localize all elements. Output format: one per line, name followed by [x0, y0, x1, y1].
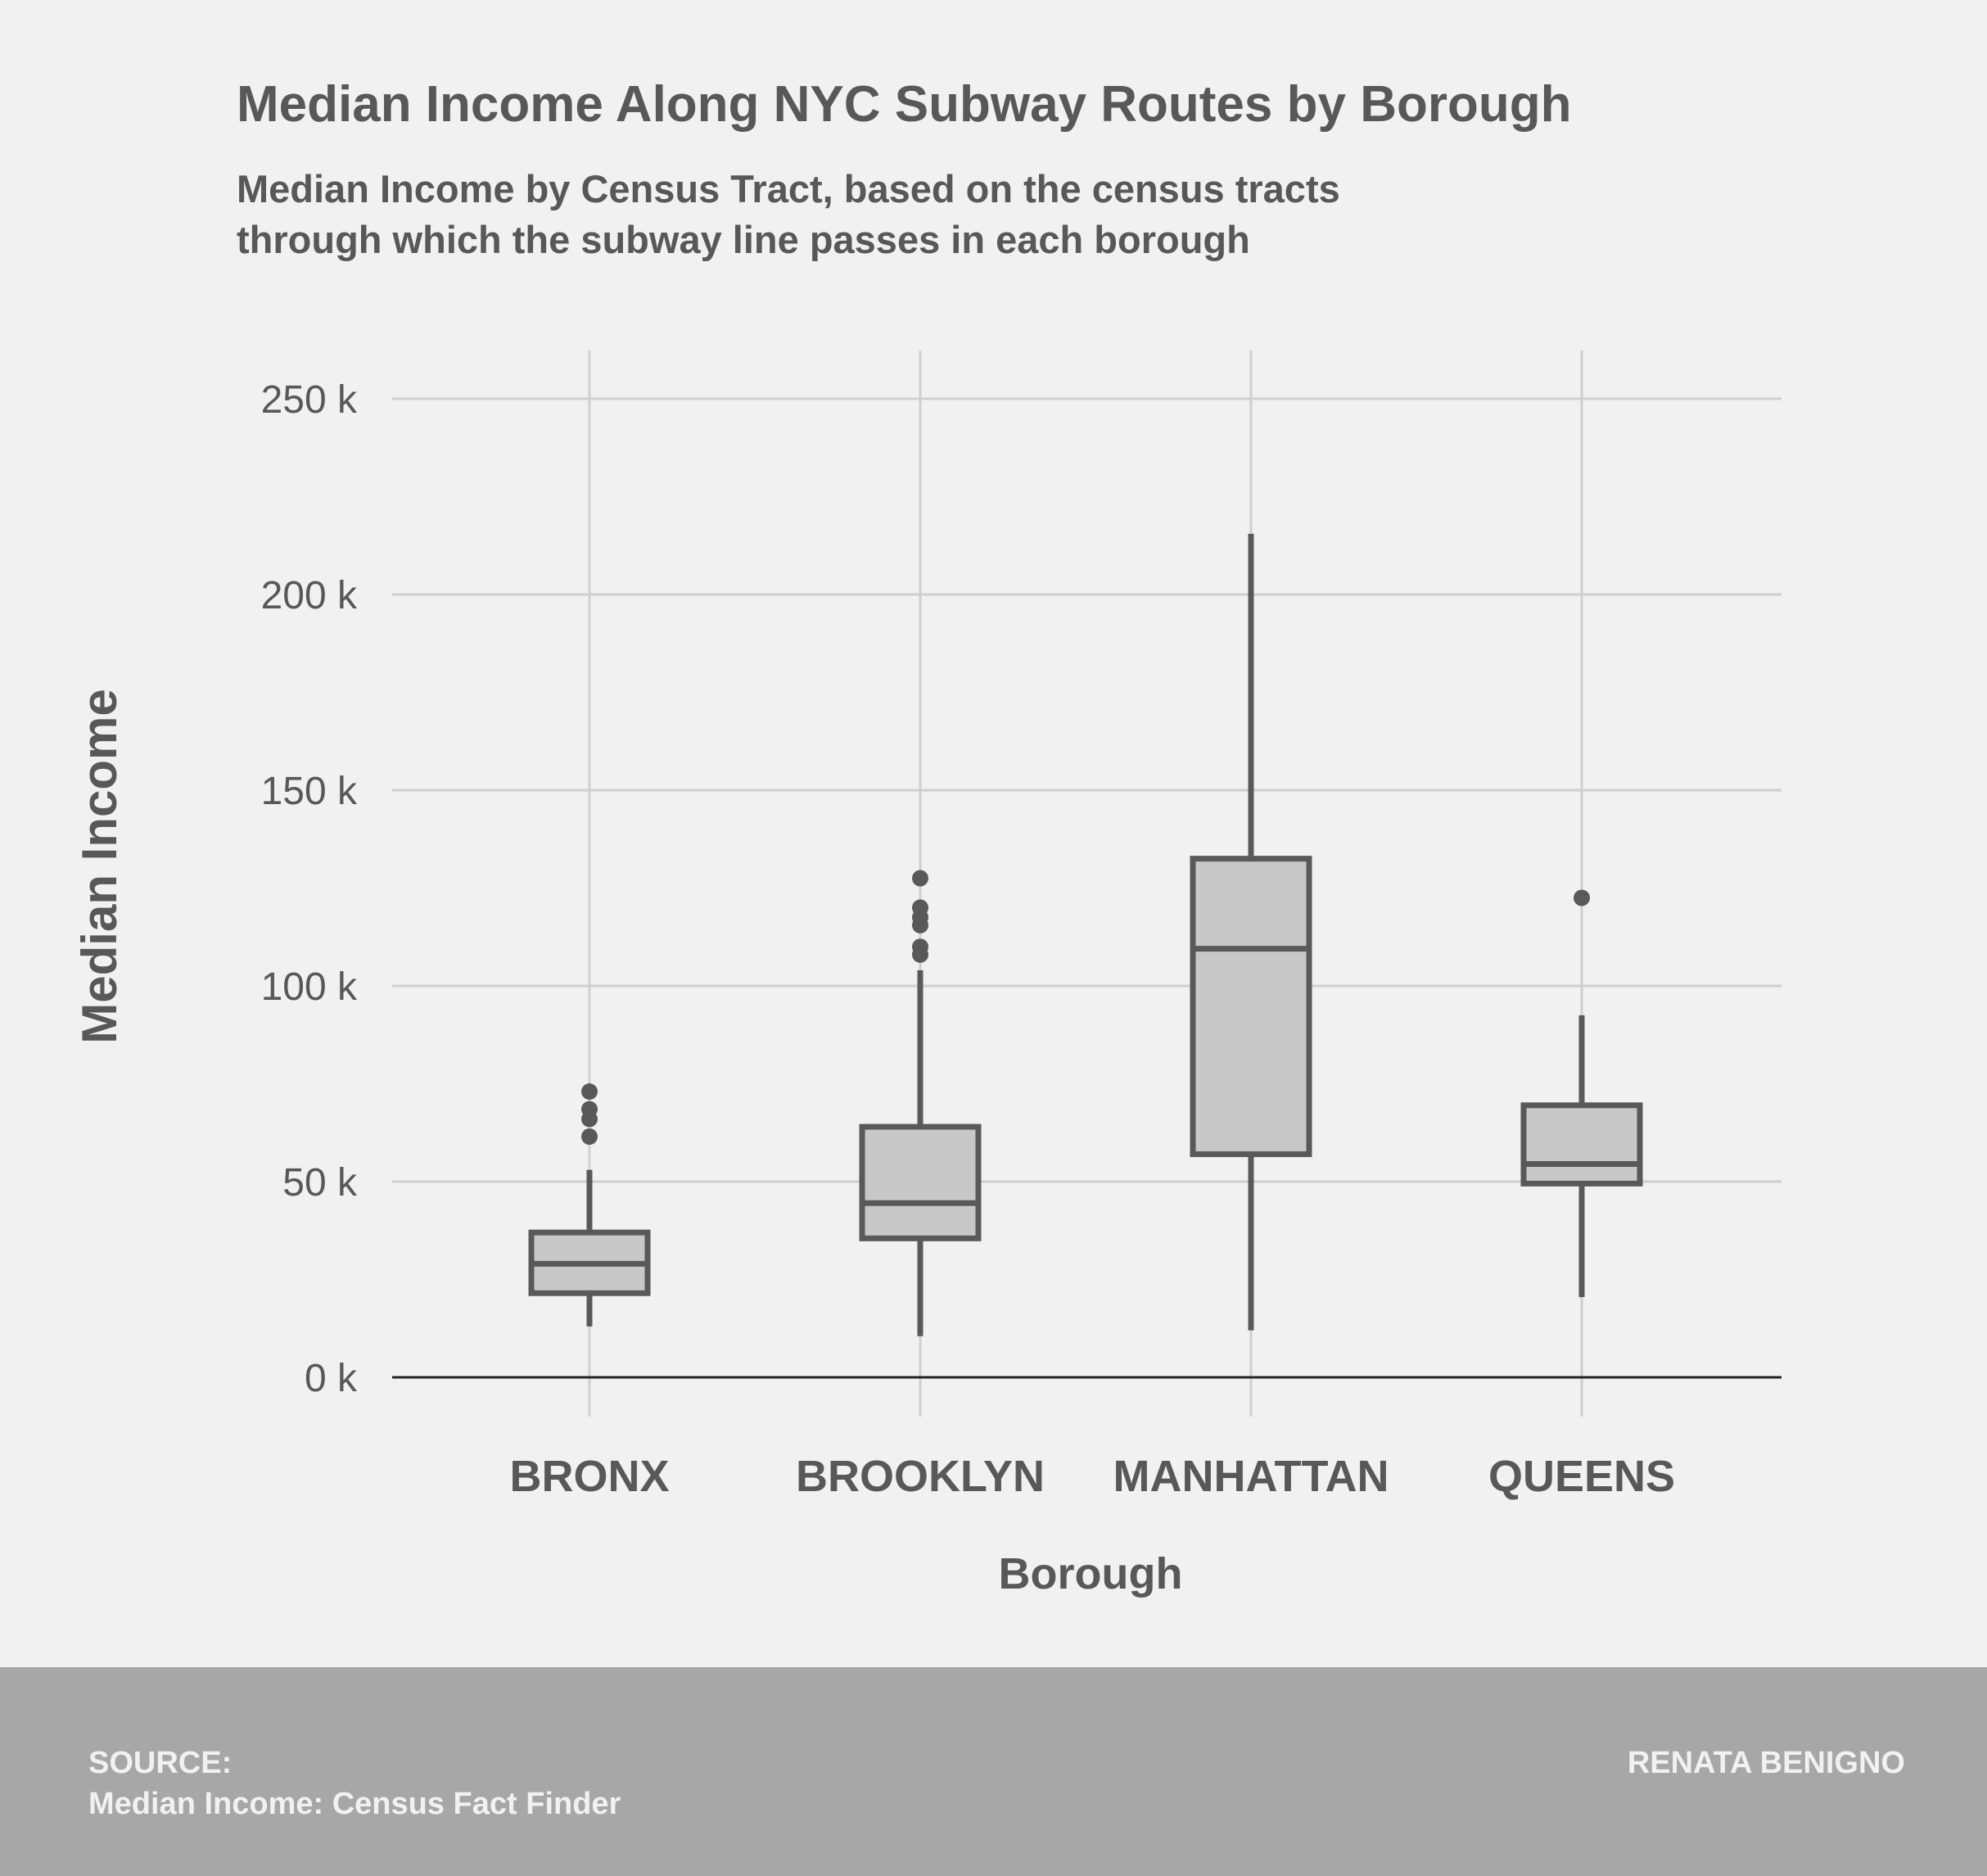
box-iqr [859, 1123, 982, 1241]
y-tick-label: 100 k [261, 965, 358, 1009]
subtitle-line-2: through which the subway line passes in … [237, 218, 1250, 261]
y-tick-label: 200 k [261, 574, 358, 617]
box-iqr [1520, 1102, 1643, 1187]
x-tick-label: QUEENS [1488, 1452, 1675, 1501]
outlier-point [581, 1128, 598, 1146]
source-text: Median Income: Census Fact Finder [88, 1787, 621, 1821]
outlier-point [912, 870, 928, 887]
y-axis-title: Median Income [72, 689, 127, 1043]
chart-subtitle: Median Income by Census Tract, based on … [237, 164, 1547, 265]
footer: SOURCE: Median Income: Census Fact Finde… [0, 1667, 1987, 1876]
x-axis-title: Borough [999, 1549, 1183, 1598]
source-label: SOURCE: [88, 1746, 233, 1780]
y-tick-label: 150 k [261, 770, 358, 813]
outlier-point [912, 899, 928, 916]
outlier-point [581, 1101, 598, 1118]
y-tick-label: 50 k [282, 1161, 358, 1205]
x-tick-label: MANHATTAN [1113, 1452, 1389, 1501]
box-iqr [1190, 856, 1312, 1158]
x-tick-label: BRONX [509, 1452, 669, 1501]
chart-title: Median Income Along NYC Subway Routes by… [237, 76, 1572, 133]
outlier-point [1574, 889, 1590, 906]
y-tick-label: 0 k [305, 1357, 358, 1400]
author-credit: RENATA BENIGNO [1627, 1746, 1905, 1780]
boxplot-chart: 0 k 50 k 100 k 150 k 200 k 250 k BRONX BROOKLYN… [72, 350, 1782, 1598]
subtitle-line-1: Median Income by Census Tract, based on … [237, 167, 1340, 210]
x-tick-label: BROOKLYN [796, 1452, 1045, 1501]
y-tick-label: 250 k [261, 378, 358, 422]
outlier-point [912, 938, 928, 956]
outlier-point [581, 1083, 598, 1101]
